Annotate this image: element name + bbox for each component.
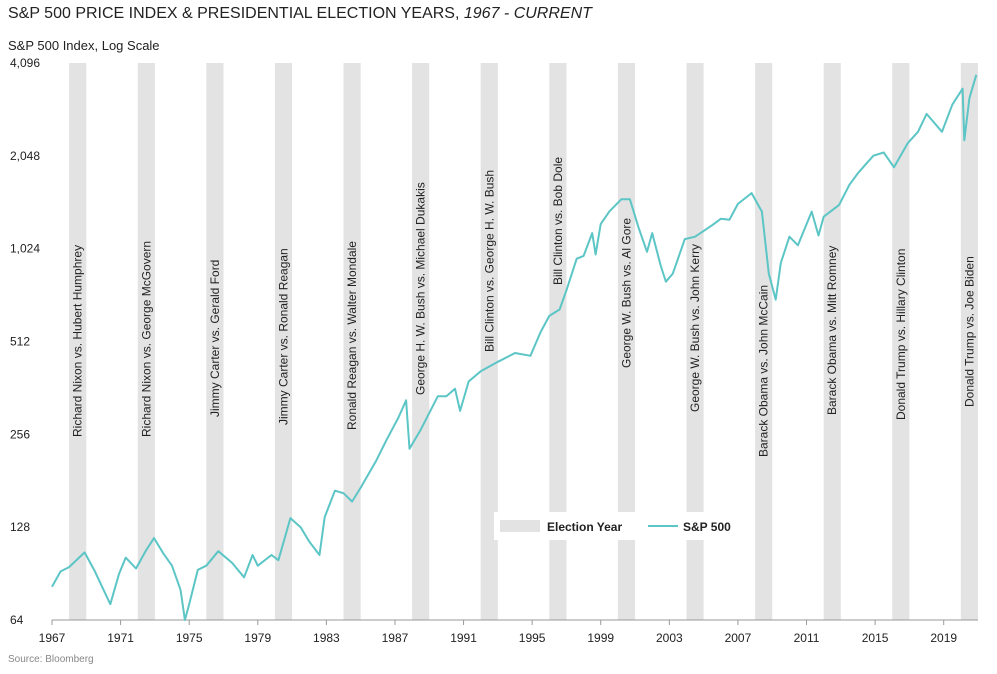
election-label: Bill Clinton vs. Bob Dole bbox=[551, 157, 565, 285]
election-band bbox=[274, 63, 293, 620]
election-label: George W. Bush vs. Al Gore bbox=[619, 218, 633, 368]
x-tick-label: 1991 bbox=[450, 631, 477, 645]
election-band bbox=[480, 63, 498, 620]
election-band bbox=[960, 63, 978, 620]
x-tick-label: 2019 bbox=[930, 631, 957, 645]
election-label: Jimmy Carter vs. Ronald Reagan bbox=[277, 248, 291, 425]
election-label: George H. W. Bush vs. Michael Dukakis bbox=[414, 182, 428, 395]
election-label: George W. Bush vs. John Kerry bbox=[688, 244, 702, 412]
legend: Election Year S&P 500 bbox=[494, 512, 740, 540]
x-tick-label: 1983 bbox=[313, 631, 340, 645]
election-band bbox=[549, 63, 567, 620]
election-band bbox=[69, 63, 87, 620]
election-label: Richard Nixon vs. Hubert Humphrey bbox=[71, 245, 85, 437]
x-tick-label: 1999 bbox=[587, 631, 614, 645]
x-tick-label: 2007 bbox=[725, 631, 752, 645]
series-line bbox=[51, 74, 978, 621]
x-tick-label: 2011 bbox=[794, 631, 820, 645]
election-band bbox=[686, 63, 704, 620]
election-label: Bill Clinton vs. George H. W. Bush bbox=[482, 170, 496, 352]
election-band bbox=[206, 63, 224, 620]
election-label: Donald Trump vs. Joe Biden bbox=[962, 256, 976, 407]
title-main: S&P 500 PRICE INDEX & PRESIDENTIAL ELECT… bbox=[8, 5, 459, 22]
legend-series-label: S&P 500 bbox=[683, 520, 731, 534]
x-tick-label: 1987 bbox=[382, 631, 409, 645]
election-band bbox=[823, 63, 841, 620]
election-band bbox=[343, 63, 361, 620]
election-band bbox=[412, 63, 430, 620]
y-tick-label: 4,096 bbox=[10, 56, 40, 70]
election-label: Barack Obama vs. John McCain bbox=[757, 285, 771, 457]
legend-band-swatch bbox=[500, 520, 540, 532]
x-tick-label: 2015 bbox=[862, 631, 889, 645]
source: Source: Bloomberg bbox=[8, 654, 94, 665]
y-tick-label: 2,048 bbox=[10, 149, 40, 163]
legend-band-label: Election Year bbox=[547, 520, 622, 534]
y-tick-label: 1,024 bbox=[10, 242, 40, 256]
y-tick-label: 128 bbox=[10, 520, 30, 534]
y-tick-label: 512 bbox=[10, 335, 30, 349]
election-label: Richard Nixon vs. George McGovern bbox=[139, 241, 153, 437]
x-tick-label: 2003 bbox=[656, 631, 683, 645]
x-tick-label: 1975 bbox=[176, 631, 203, 645]
election-label: Donald Trump vs. Hillary Clinton bbox=[894, 249, 908, 420]
election-band bbox=[755, 63, 773, 620]
x-tick-label: 1979 bbox=[244, 631, 271, 645]
election-label: Jimmy Carter vs. Gerald Ford bbox=[208, 260, 222, 417]
election-band bbox=[137, 63, 155, 620]
election-label: Barack Obama vs. Mitt Romney bbox=[825, 246, 839, 415]
y-tick-label: 64 bbox=[10, 613, 24, 627]
x-tick-label: 1967 bbox=[39, 631, 66, 645]
title-period: 1967 - CURRENT bbox=[464, 5, 593, 22]
y-axis-label: S&P 500 Index, Log Scale bbox=[8, 38, 160, 53]
x-tick-label: 1971 bbox=[107, 631, 134, 645]
election-band bbox=[892, 63, 910, 620]
chart-title: S&P 500 PRICE INDEX & PRESIDENTIAL ELECT… bbox=[8, 5, 593, 22]
x-tick-label: 1995 bbox=[519, 631, 546, 645]
y-tick-label: 256 bbox=[10, 427, 30, 441]
election-label: Ronald Reagan vs. Walter Mondale bbox=[345, 241, 359, 430]
